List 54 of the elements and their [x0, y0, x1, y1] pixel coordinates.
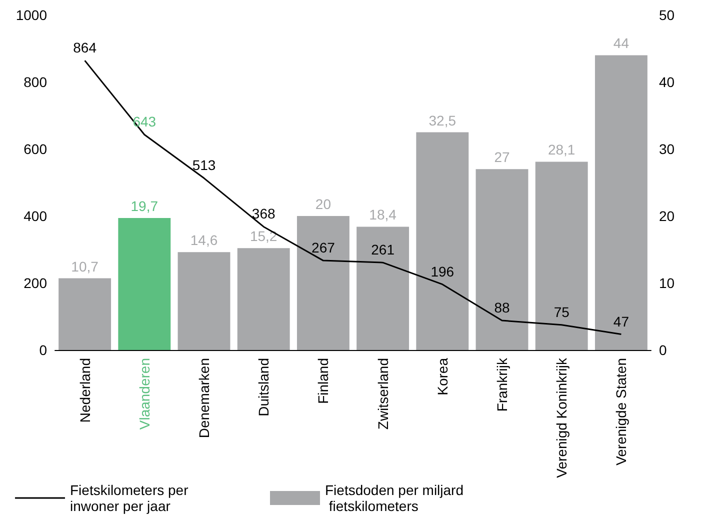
y2-tick-label: 40 [659, 74, 675, 90]
legend-label: Fietsdoden per miljard fietskilometers [325, 482, 464, 514]
data-label: 19,7 [130, 198, 158, 214]
bar [476, 169, 528, 350]
x-tick-label: Duitsland [256, 358, 272, 416]
y2-tick-label: 20 [659, 208, 675, 224]
x-tick-label: Frankrijk [494, 357, 510, 412]
data-label: 10,7 [71, 258, 99, 274]
data-label: 196 [430, 263, 454, 280]
data-label: 267 [312, 240, 336, 256]
x-tick-label: Nederland [76, 358, 93, 423]
data-label: 15,2 [250, 228, 278, 244]
data-label: 14,6 [190, 232, 218, 248]
y-tick-label: 200 [24, 275, 48, 291]
y-tick-label: 0 [39, 342, 48, 358]
bar [356, 226, 410, 350]
data-label: 368 [252, 206, 276, 222]
data-label: 513 [192, 157, 216, 174]
data-label: 643 [132, 114, 156, 130]
data-label: 261 [371, 242, 395, 258]
y-tick-label: 1000 [16, 7, 48, 23]
x-tick-label: Vlaanderen [136, 358, 152, 430]
data-label: 88 [494, 300, 510, 316]
y2-tick-label: 10 [659, 275, 675, 291]
bar [58, 278, 112, 350]
x-tick-label: Zwitserland [374, 358, 391, 430]
legend-label: Fietskilometers per inwoner per jaar [70, 482, 192, 514]
x-tick-label: Korea [434, 358, 450, 396]
data-label: 47 [613, 313, 630, 330]
bar [416, 132, 469, 350]
bar [535, 162, 588, 350]
data-label: 28,1 [548, 142, 576, 158]
data-label: 44 [613, 35, 630, 52]
data-label: 75 [554, 304, 570, 320]
y-tick-label: 400 [24, 208, 48, 224]
x-tick-label: Denemarken [196, 358, 212, 438]
y2-tick-label: 0 [659, 342, 667, 358]
bar [594, 55, 648, 350]
bar [296, 216, 350, 350]
data-label: 18,4 [369, 206, 397, 223]
y2-tick-label: 50 [659, 7, 675, 23]
bar [178, 252, 230, 350]
data-label: 864 [73, 40, 97, 56]
y-tick-label: 600 [24, 141, 48, 157]
data-label: 32,5 [428, 112, 456, 128]
y2-tick-label: 30 [659, 141, 675, 157]
x-tick-label: Finland [315, 358, 332, 404]
bar [118, 218, 171, 350]
data-label: 20 [315, 196, 332, 212]
bar [237, 248, 290, 350]
x-tick-label: Verenigd Koninkrijk [554, 357, 570, 478]
data-label: 27 [494, 149, 510, 166]
x-tick-label: Verenigde Staten [613, 358, 630, 466]
y-tick-label: 800 [24, 74, 48, 90]
